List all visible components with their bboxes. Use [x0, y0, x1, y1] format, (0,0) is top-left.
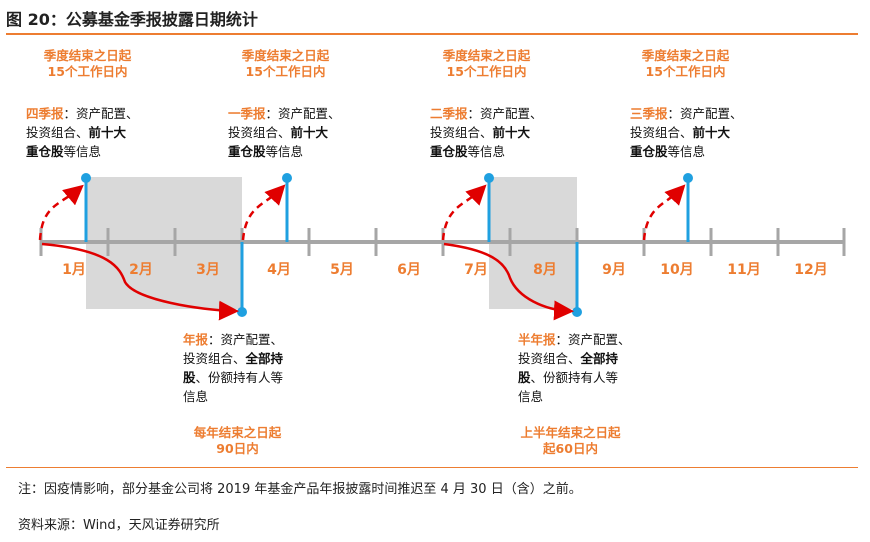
month-label: 11月	[727, 262, 761, 278]
month-label: 8月	[533, 262, 557, 278]
month-label: 5月	[330, 262, 354, 278]
q1-report-desc: 一季报：资产配置、 投资组合、前十大 重仓股等信息	[228, 106, 341, 159]
annual-semiannual-markers	[240, 242, 579, 312]
footer-rule	[6, 467, 858, 468]
annual-report-desc: 年报：资产配置、 投资组合、全部持 股、份额持有人等 信息	[183, 332, 284, 404]
q4-report-desc: 四季报：资产配置、 投资组合、前十大 重仓股等信息	[26, 106, 139, 159]
timeline-diagram	[38, 173, 846, 321]
month-label: 3月	[196, 262, 220, 278]
month-label: 10月	[660, 262, 694, 278]
month-label: 12月	[794, 262, 828, 278]
q4-deadline-label: 季度结束之日起 15个工作日内	[43, 48, 132, 79]
report-solid-arrows	[41, 242, 574, 321]
figure-title: 图 20：公募基金季报披露日期统计	[6, 10, 258, 29]
semiannual-marker-dot	[572, 307, 582, 317]
title-rule	[6, 33, 858, 35]
q3-report-desc: 三季报：资产配置、 投资组合、前十大 重仓股等信息	[630, 106, 743, 159]
source-note: 资料来源：Wind，天风证券研究所	[18, 518, 220, 533]
month-label: 7月	[464, 262, 488, 278]
semiannual-report-desc: 半年报：资产配置、 投资组合、全部持 股、份额持有人等 信息	[518, 332, 631, 404]
quarter-marker-dots	[81, 173, 693, 183]
quarter-markers	[84, 178, 690, 242]
q2-deadline-label: 季度结束之日起 15个工作日内	[442, 48, 531, 79]
annual-marker-dot	[237, 307, 247, 317]
semiannual-deadline-label: 上半年结束之日起 起60日内	[520, 425, 621, 456]
month-label: 9月	[602, 262, 626, 278]
q3-deadline-label: 季度结束之日起 15个工作日内	[641, 48, 730, 79]
q2-report-desc: 二季报：资产配置、 投资组合、前十大 重仓股等信息	[430, 106, 543, 159]
annual-deadline-label: 每年结束之日起 90日内	[193, 425, 282, 456]
month-label: 2月	[129, 262, 153, 278]
q1-deadline-label: 季度结束之日起 15个工作日内	[241, 48, 330, 79]
month-label: 6月	[397, 262, 421, 278]
quarter-dashed-arrows	[38, 184, 686, 241]
month-label: 1月	[62, 262, 86, 278]
footnote: 注：因疫情影响，部分基金公司将 2019 年基金产品年报披露时间推迟至 4 月 …	[18, 482, 582, 497]
month-label: 4月	[267, 262, 291, 278]
